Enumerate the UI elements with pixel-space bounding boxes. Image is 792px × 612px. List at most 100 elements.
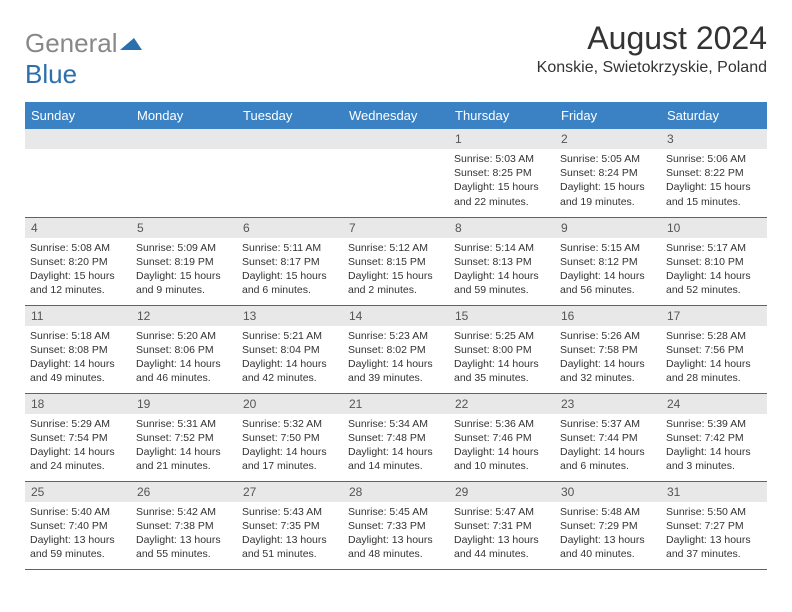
day-number: 7 (343, 218, 449, 238)
day-content: Sunrise: 5:08 AMSunset: 8:20 PMDaylight:… (25, 238, 131, 301)
day-number: 12 (131, 306, 237, 326)
calendar-cell: 15Sunrise: 5:25 AMSunset: 8:00 PMDayligh… (449, 305, 555, 393)
calendar-cell: 19Sunrise: 5:31 AMSunset: 7:52 PMDayligh… (131, 393, 237, 481)
calendar-cell: 28Sunrise: 5:45 AMSunset: 7:33 PMDayligh… (343, 481, 449, 569)
day-content: Sunrise: 5:06 AMSunset: 8:22 PMDaylight:… (661, 149, 767, 212)
day-content: Sunrise: 5:31 AMSunset: 7:52 PMDaylight:… (131, 414, 237, 477)
day-number: 16 (555, 306, 661, 326)
calendar-cell: 8Sunrise: 5:14 AMSunset: 8:13 PMDaylight… (449, 217, 555, 305)
day-number (25, 129, 131, 149)
day-number: 17 (661, 306, 767, 326)
day-content: Sunrise: 5:48 AMSunset: 7:29 PMDaylight:… (555, 502, 661, 565)
day-number: 19 (131, 394, 237, 414)
day-content: Sunrise: 5:25 AMSunset: 8:00 PMDaylight:… (449, 326, 555, 389)
day-number: 27 (237, 482, 343, 502)
day-number: 15 (449, 306, 555, 326)
day-header: Tuesday (237, 102, 343, 129)
day-content: Sunrise: 5:11 AMSunset: 8:17 PMDaylight:… (237, 238, 343, 301)
day-content: Sunrise: 5:21 AMSunset: 8:04 PMDaylight:… (237, 326, 343, 389)
day-content: Sunrise: 5:50 AMSunset: 7:27 PMDaylight:… (661, 502, 767, 565)
day-content: Sunrise: 5:09 AMSunset: 8:19 PMDaylight:… (131, 238, 237, 301)
day-content: Sunrise: 5:23 AMSunset: 8:02 PMDaylight:… (343, 326, 449, 389)
day-number: 22 (449, 394, 555, 414)
calendar-cell: 3Sunrise: 5:06 AMSunset: 8:22 PMDaylight… (661, 129, 767, 217)
day-content: Sunrise: 5:45 AMSunset: 7:33 PMDaylight:… (343, 502, 449, 565)
day-number: 23 (555, 394, 661, 414)
calendar-cell: 14Sunrise: 5:23 AMSunset: 8:02 PMDayligh… (343, 305, 449, 393)
calendar: SundayMondayTuesdayWednesdayThursdayFrid… (25, 102, 767, 570)
calendar-cell: 18Sunrise: 5:29 AMSunset: 7:54 PMDayligh… (25, 393, 131, 481)
logo-triangle-icon (120, 28, 142, 59)
day-number: 10 (661, 218, 767, 238)
month-title: August 2024 (537, 20, 767, 57)
day-header: Saturday (661, 102, 767, 129)
day-number: 4 (25, 218, 131, 238)
day-number: 24 (661, 394, 767, 414)
day-number: 8 (449, 218, 555, 238)
calendar-cell (131, 129, 237, 217)
day-number: 25 (25, 482, 131, 502)
day-content: Sunrise: 5:15 AMSunset: 8:12 PMDaylight:… (555, 238, 661, 301)
day-content: Sunrise: 5:37 AMSunset: 7:44 PMDaylight:… (555, 414, 661, 477)
day-number: 13 (237, 306, 343, 326)
location: Konskie, Swietokrzyskie, Poland (537, 59, 767, 77)
calendar-cell: 5Sunrise: 5:09 AMSunset: 8:19 PMDaylight… (131, 217, 237, 305)
day-header: Monday (131, 102, 237, 129)
calendar-cell: 22Sunrise: 5:36 AMSunset: 7:46 PMDayligh… (449, 393, 555, 481)
calendar-cell: 10Sunrise: 5:17 AMSunset: 8:10 PMDayligh… (661, 217, 767, 305)
calendar-cell: 27Sunrise: 5:43 AMSunset: 7:35 PMDayligh… (237, 481, 343, 569)
day-content: Sunrise: 5:26 AMSunset: 7:58 PMDaylight:… (555, 326, 661, 389)
calendar-cell: 4Sunrise: 5:08 AMSunset: 8:20 PMDaylight… (25, 217, 131, 305)
day-content: Sunrise: 5:32 AMSunset: 7:50 PMDaylight:… (237, 414, 343, 477)
day-content: Sunrise: 5:34 AMSunset: 7:48 PMDaylight:… (343, 414, 449, 477)
day-number: 1 (449, 129, 555, 149)
day-number: 20 (237, 394, 343, 414)
calendar-week: 25Sunrise: 5:40 AMSunset: 7:40 PMDayligh… (25, 481, 767, 569)
calendar-cell: 29Sunrise: 5:47 AMSunset: 7:31 PMDayligh… (449, 481, 555, 569)
day-content: Sunrise: 5:29 AMSunset: 7:54 PMDaylight:… (25, 414, 131, 477)
calendar-cell: 11Sunrise: 5:18 AMSunset: 8:08 PMDayligh… (25, 305, 131, 393)
day-content: Sunrise: 5:05 AMSunset: 8:24 PMDaylight:… (555, 149, 661, 212)
day-number (237, 129, 343, 149)
calendar-week: 4Sunrise: 5:08 AMSunset: 8:20 PMDaylight… (25, 217, 767, 305)
day-content: Sunrise: 5:36 AMSunset: 7:46 PMDaylight:… (449, 414, 555, 477)
day-number: 21 (343, 394, 449, 414)
day-content: Sunrise: 5:14 AMSunset: 8:13 PMDaylight:… (449, 238, 555, 301)
header: GeneralBlue August 2024 Konskie, Swietok… (25, 20, 767, 90)
calendar-cell: 26Sunrise: 5:42 AMSunset: 7:38 PMDayligh… (131, 481, 237, 569)
calendar-cell: 23Sunrise: 5:37 AMSunset: 7:44 PMDayligh… (555, 393, 661, 481)
day-number: 31 (661, 482, 767, 502)
calendar-cell: 12Sunrise: 5:20 AMSunset: 8:06 PMDayligh… (131, 305, 237, 393)
calendar-cell: 17Sunrise: 5:28 AMSunset: 7:56 PMDayligh… (661, 305, 767, 393)
day-content: Sunrise: 5:28 AMSunset: 7:56 PMDaylight:… (661, 326, 767, 389)
calendar-week: 18Sunrise: 5:29 AMSunset: 7:54 PMDayligh… (25, 393, 767, 481)
day-number: 2 (555, 129, 661, 149)
day-header: Thursday (449, 102, 555, 129)
calendar-cell: 1Sunrise: 5:03 AMSunset: 8:25 PMDaylight… (449, 129, 555, 217)
day-number: 6 (237, 218, 343, 238)
calendar-week: 11Sunrise: 5:18 AMSunset: 8:08 PMDayligh… (25, 305, 767, 393)
day-number: 5 (131, 218, 237, 238)
day-header: Wednesday (343, 102, 449, 129)
calendar-cell (343, 129, 449, 217)
calendar-cell: 2Sunrise: 5:05 AMSunset: 8:24 PMDaylight… (555, 129, 661, 217)
day-number: 9 (555, 218, 661, 238)
day-content: Sunrise: 5:43 AMSunset: 7:35 PMDaylight:… (237, 502, 343, 565)
day-number: 11 (25, 306, 131, 326)
calendar-cell: 25Sunrise: 5:40 AMSunset: 7:40 PMDayligh… (25, 481, 131, 569)
logo-part1: General (25, 28, 118, 58)
day-number: 28 (343, 482, 449, 502)
calendar-cell (237, 129, 343, 217)
day-content: Sunrise: 5:39 AMSunset: 7:42 PMDaylight:… (661, 414, 767, 477)
calendar-cell: 31Sunrise: 5:50 AMSunset: 7:27 PMDayligh… (661, 481, 767, 569)
calendar-cell: 30Sunrise: 5:48 AMSunset: 7:29 PMDayligh… (555, 481, 661, 569)
day-content: Sunrise: 5:40 AMSunset: 7:40 PMDaylight:… (25, 502, 131, 565)
day-content: Sunrise: 5:03 AMSunset: 8:25 PMDaylight:… (449, 149, 555, 212)
day-number (131, 129, 237, 149)
calendar-cell: 20Sunrise: 5:32 AMSunset: 7:50 PMDayligh… (237, 393, 343, 481)
day-content: Sunrise: 5:12 AMSunset: 8:15 PMDaylight:… (343, 238, 449, 301)
calendar-cell: 16Sunrise: 5:26 AMSunset: 7:58 PMDayligh… (555, 305, 661, 393)
day-number: 14 (343, 306, 449, 326)
day-number: 26 (131, 482, 237, 502)
day-content: Sunrise: 5:18 AMSunset: 8:08 PMDaylight:… (25, 326, 131, 389)
